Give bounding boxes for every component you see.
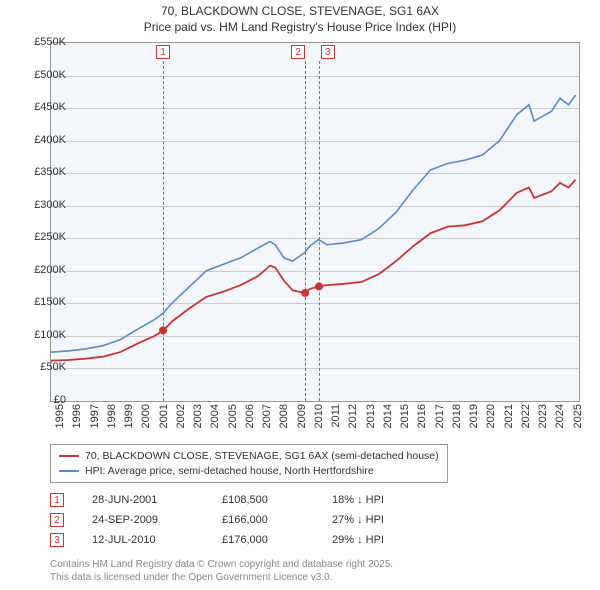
x-tick-label: 2004: [209, 404, 221, 428]
title-block: 70, BLACKDOWN CLOSE, STEVENAGE, SG1 6AX …: [0, 0, 600, 35]
sale-marker: [315, 282, 323, 290]
sale-marker: [159, 326, 167, 334]
y-tick-label: £350K: [22, 166, 66, 178]
y-tick-label: £200K: [22, 264, 66, 276]
sale-price: £108,500: [222, 494, 332, 506]
y-tick-label: £400K: [22, 134, 66, 146]
sale-row: 1 28-JUN-2001£108,50018% ↓ HPI: [50, 490, 432, 510]
chart-area: 1 2 3: [50, 42, 580, 402]
sale-date: 12-JUL-2010: [92, 534, 222, 546]
footer-line1: Contains HM Land Registry data © Crown c…: [50, 558, 393, 571]
legend-swatch: [59, 455, 79, 457]
x-tick-label: 2010: [313, 404, 325, 428]
x-tick-label: 2012: [347, 404, 359, 428]
sale-date: 28-JUN-2001: [92, 494, 222, 506]
y-tick-label: £250K: [22, 231, 66, 243]
x-tick-label: 2017: [434, 404, 446, 428]
legend: 70, BLACKDOWN CLOSE, STEVENAGE, SG1 6AX …: [50, 444, 448, 483]
legend-item: HPI: Average price, semi-detached house,…: [59, 464, 439, 479]
annotation-number: 2: [291, 45, 305, 59]
legend-item: 70, BLACKDOWN CLOSE, STEVENAGE, SG1 6AX …: [59, 449, 439, 464]
x-tick-label: 1996: [71, 404, 83, 428]
x-tick-label: 2002: [175, 404, 187, 428]
x-tick-label: 2018: [451, 404, 463, 428]
sale-diff: 18% ↓ HPI: [332, 494, 432, 506]
sale-marker: [301, 289, 309, 297]
x-tick-label: 2009: [296, 404, 308, 428]
x-tick-label: 2015: [399, 404, 411, 428]
y-tick-label: £150K: [22, 296, 66, 308]
x-tick-label: 2011: [330, 404, 342, 428]
y-tick-label: £550K: [22, 36, 66, 48]
sale-diff: 29% ↓ HPI: [332, 534, 432, 546]
x-tick-label: 2001: [158, 404, 170, 428]
sales-table: 1 28-JUN-2001£108,50018% ↓ HPI 2 24-SEP-200…: [50, 490, 432, 550]
annotation-number: 1: [156, 45, 170, 59]
sale-date: 24-SEP-2009: [92, 514, 222, 526]
legend-label: 70, BLACKDOWN CLOSE, STEVENAGE, SG1 6AX …: [85, 449, 439, 464]
sale-number: 3: [50, 533, 64, 547]
x-tick-label: 2025: [572, 404, 584, 428]
annotation-number: 3: [321, 45, 335, 59]
series-hpi: [51, 95, 576, 352]
y-tick-label: £300K: [22, 199, 66, 211]
y-tick-label: £50K: [22, 361, 66, 373]
sale-row: 3 12-JUL-2010£176,00029% ↓ HPI: [50, 530, 432, 550]
x-tick-label: 2008: [278, 404, 290, 428]
sale-diff: 27% ↓ HPI: [332, 514, 432, 526]
x-tick-label: 2024: [554, 404, 566, 428]
sale-price: £176,000: [222, 534, 332, 546]
x-tick-label: 2021: [503, 404, 515, 428]
x-tick-label: 2014: [382, 404, 394, 428]
footer: Contains HM Land Registry data © Crown c…: [50, 558, 393, 584]
sale-number: 2: [50, 513, 64, 527]
x-tick-label: 2000: [140, 404, 152, 428]
x-tick-label: 1995: [54, 404, 66, 428]
sale-number: 1: [50, 493, 64, 507]
sale-row: 2 24-SEP-2009£166,00027% ↓ HPI: [50, 510, 432, 530]
sale-price: £166,000: [222, 514, 332, 526]
x-tick-label: 2019: [468, 404, 480, 428]
title-line1: 70, BLACKDOWN CLOSE, STEVENAGE, SG1 6AX: [0, 4, 600, 20]
title-line2: Price paid vs. HM Land Registry's House …: [0, 20, 600, 36]
x-tick-label: 2006: [244, 404, 256, 428]
x-tick-label: 2003: [192, 404, 204, 428]
legend-label: HPI: Average price, semi-detached house,…: [85, 464, 374, 479]
chart-container: 70, BLACKDOWN CLOSE, STEVENAGE, SG1 6AX …: [0, 0, 600, 590]
footer-line2: This data is licensed under the Open Gov…: [50, 571, 393, 584]
legend-swatch: [59, 470, 79, 472]
x-tick-label: 2020: [485, 404, 497, 428]
x-tick-label: 1999: [123, 404, 135, 428]
y-tick-label: £500K: [22, 69, 66, 81]
x-tick-label: 1997: [89, 404, 101, 428]
x-tick-label: 2005: [227, 404, 239, 428]
x-tick-label: 2016: [416, 404, 428, 428]
x-tick-label: 2023: [537, 404, 549, 428]
x-tick-label: 2022: [520, 404, 532, 428]
y-tick-label: £100K: [22, 329, 66, 341]
y-tick-label: £450K: [22, 101, 66, 113]
chart-svg: [51, 43, 579, 401]
x-tick-label: 2007: [261, 404, 273, 428]
x-tick-label: 2013: [365, 404, 377, 428]
x-tick-label: 1998: [106, 404, 118, 428]
